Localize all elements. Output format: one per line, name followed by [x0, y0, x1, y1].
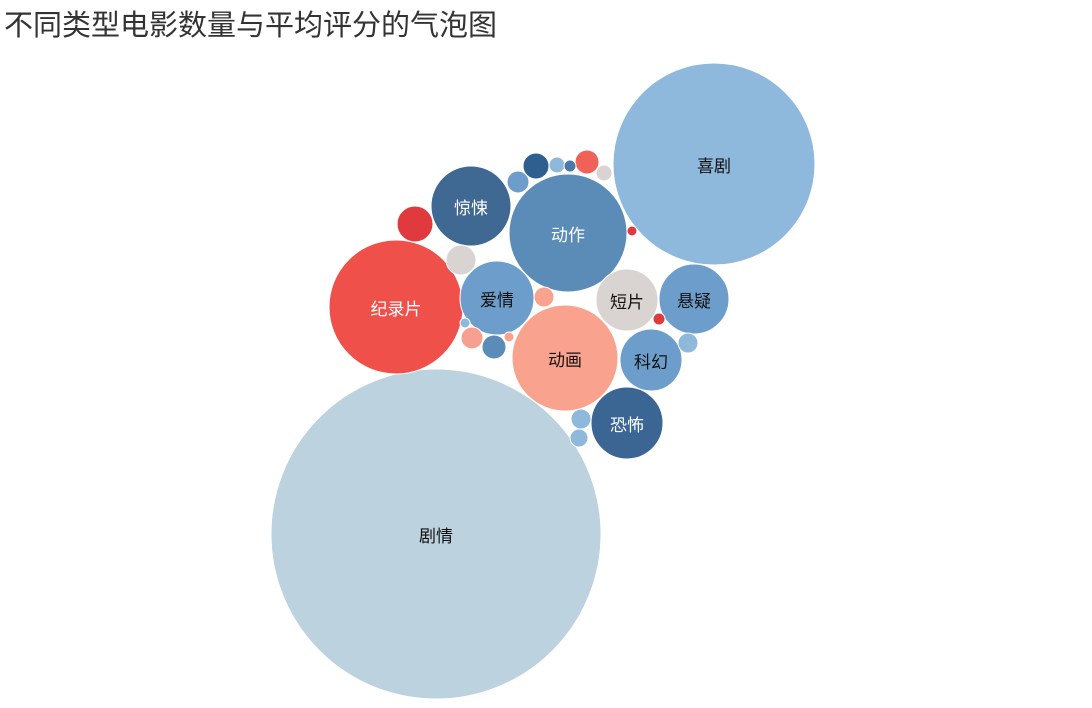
bubble-label: 惊悚: [454, 199, 488, 219]
bubble-circle[interactable]: [511, 304, 619, 412]
bubble-circle[interactable]: [626, 225, 638, 237]
bubble-circle[interactable]: [574, 149, 600, 175]
bubble-circle[interactable]: [506, 170, 530, 194]
bubble-circle[interactable]: [430, 165, 512, 247]
bubble-2[interactable]: 纪录片: [328, 239, 464, 375]
bubble-circle[interactable]: [595, 164, 613, 182]
bubble-circle[interactable]: [459, 317, 471, 329]
bubble-circle[interactable]: [563, 159, 577, 173]
bubble-label: 爱情: [480, 291, 514, 311]
bubble-circle[interactable]: [619, 328, 683, 392]
bubble-small-27[interactable]: [652, 312, 666, 326]
bubble-circle[interactable]: [595, 268, 659, 332]
bubble-7[interactable]: 悬疑: [658, 263, 730, 335]
bubble-3[interactable]: 动作: [508, 173, 628, 293]
bubble-label: 短片: [610, 293, 644, 313]
bubble-circle[interactable]: [652, 312, 666, 326]
bubble-small-28[interactable]: [459, 317, 471, 329]
bubble-small-17[interactable]: [563, 159, 577, 173]
chart-title: 不同类型电影数量与平均评分的气泡图: [4, 8, 498, 42]
bubble-small-18[interactable]: [595, 164, 613, 182]
bubble-circle[interactable]: [396, 205, 434, 243]
bubble-circle[interactable]: [445, 244, 477, 276]
bubble-small-15[interactable]: [506, 170, 530, 194]
bubble-0[interactable]: 剧情: [270, 368, 602, 700]
bubble-small-16[interactable]: [548, 156, 566, 174]
bubble-circle[interactable]: [548, 156, 566, 174]
bubble-small-22[interactable]: [677, 332, 699, 354]
bubble-6[interactable]: 爱情: [459, 260, 535, 336]
bubble-small-20[interactable]: [533, 286, 555, 308]
bubble-small-11[interactable]: [396, 205, 434, 243]
bubble-label: 纪录片: [371, 300, 422, 320]
bubble-small-23[interactable]: [570, 408, 592, 430]
bubble-10[interactable]: 恐怖: [590, 386, 664, 460]
bubble-circle[interactable]: [612, 62, 816, 266]
bubble-small-24[interactable]: [569, 428, 589, 448]
bubble-small-14[interactable]: [574, 149, 600, 175]
bubble-circle[interactable]: [569, 428, 589, 448]
bubble-9[interactable]: 科幻: [619, 328, 683, 392]
bubble-circle[interactable]: [533, 286, 555, 308]
bubble-5[interactable]: 惊悚: [430, 165, 512, 247]
bubble-label: 悬疑: [677, 292, 711, 312]
bubble-circle[interactable]: [481, 334, 507, 360]
bubble-small-19[interactable]: [460, 326, 484, 350]
bubble-1[interactable]: 喜剧: [612, 62, 816, 266]
bubble-4[interactable]: 动画: [511, 304, 619, 412]
bubble-label: 动作: [551, 226, 585, 246]
bubble-label: 恐怖: [610, 416, 644, 436]
bubble-small-26[interactable]: [626, 225, 638, 237]
bubble-label: 剧情: [419, 527, 453, 547]
bubble-small-21[interactable]: [481, 334, 507, 360]
bubble-circle[interactable]: [590, 386, 664, 460]
bubble-small-25[interactable]: [503, 331, 515, 343]
bubble-8[interactable]: 短片: [595, 268, 659, 332]
bubble-circle[interactable]: [570, 408, 592, 430]
bubble-circle[interactable]: [677, 332, 699, 354]
bubble-label: 动画: [548, 351, 582, 371]
bubble-circle[interactable]: [460, 326, 484, 350]
bubble-circle[interactable]: [270, 368, 602, 700]
bubble-small-12[interactable]: [445, 244, 477, 276]
bubble-label: 喜剧: [697, 157, 731, 177]
bubble-circle[interactable]: [503, 331, 515, 343]
bubble-circle[interactable]: [658, 263, 730, 335]
bubble-label: 科幻: [634, 353, 668, 373]
